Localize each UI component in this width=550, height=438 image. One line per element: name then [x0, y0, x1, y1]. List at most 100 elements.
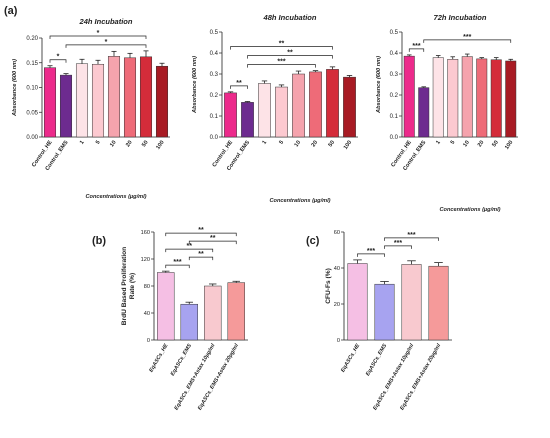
significance-label: ***: [412, 43, 420, 50]
bar: [447, 59, 459, 138]
y-tick-label: 20: [334, 302, 340, 308]
y-tick-label: 0.10: [26, 86, 38, 92]
y-tick-label: 60: [334, 230, 340, 236]
y-axis-label: Absorbance (600 nm): [376, 56, 382, 114]
x-tick-label: 5: [278, 140, 285, 146]
chart-title: 72h Incubation: [434, 13, 487, 22]
x-tick-label: 5: [95, 140, 102, 146]
x-tick-label: EqASCs_EMS: [170, 343, 193, 377]
bar: [401, 264, 422, 341]
bar: [505, 60, 517, 138]
x-tick-label: EqASCs_HE: [340, 343, 361, 374]
bar: [476, 58, 488, 138]
significance-bracket: [384, 237, 439, 241]
y-tick-label: 0.1: [390, 114, 399, 120]
significance-bracket: [408, 48, 425, 52]
significance-bracket: [230, 85, 248, 89]
bar: [43, 67, 57, 138]
significance-label: **: [287, 50, 293, 57]
y-axis-label: CFU-Fs (%): [325, 268, 332, 304]
y-tick-label: 0.5: [210, 30, 219, 36]
y-tick-label: 0.3: [210, 72, 219, 78]
y-tick-label: 0.0: [210, 135, 219, 141]
chart-4: 0 40 80 120 160 BrdU Based ProliferationRate …: [121, 227, 248, 411]
y-tick-label: 0.1: [210, 114, 219, 120]
y-tick-label: 0.05: [26, 110, 38, 116]
bar: [224, 92, 237, 138]
x-tick-label: 20: [477, 140, 485, 149]
bar: [374, 283, 395, 341]
y-tick-label: 0.00: [26, 135, 38, 141]
x-tick-label: EqASCs_HE: [148, 343, 169, 374]
significance-label: ***: [463, 34, 471, 41]
significance-label: **: [210, 235, 216, 242]
y-tick-label: 0: [337, 338, 340, 344]
bar: [180, 303, 198, 341]
significance-bracket: [384, 245, 412, 249]
significance-bracket: [188, 256, 214, 261]
significance-label: *: [57, 54, 60, 61]
y-tick-label: 0.2: [390, 93, 399, 99]
significance-bracket: [188, 240, 237, 245]
y-tick-label: 80: [144, 284, 150, 290]
bar: [292, 73, 305, 138]
significance-bracket: [165, 232, 237, 237]
y-axis-label: BrdU Based ProliferationRate (%): [121, 247, 136, 325]
chart-3: 72h Incubation 0.0 0.1 0.2 0.3 0.4 0.5 Absorban…: [376, 13, 518, 213]
y-tick-label: 40: [334, 266, 340, 272]
x-tick-label: 50: [491, 140, 499, 149]
significance-bracket: [247, 55, 333, 59]
x-tick-label: 10: [109, 140, 117, 149]
significance-bracket: [65, 44, 147, 48]
bar: [490, 59, 502, 138]
x-tick-label: 100: [343, 140, 353, 151]
y-tick-label: 0: [147, 338, 150, 344]
y-tick-label: 0.15: [26, 61, 38, 67]
chart-title: 24h Incubation: [79, 17, 133, 26]
bar: [258, 83, 271, 138]
bar: [204, 285, 222, 341]
charts-group: 24h Incubation0.000.050.100.150.20Absorb…: [12, 13, 518, 411]
x-axis-label: Concentrations (µg/ml): [439, 207, 500, 213]
x-tick-label: 50: [141, 140, 149, 149]
x-tick-label: 20: [125, 140, 133, 149]
bar: [343, 76, 356, 138]
bar: [155, 65, 169, 138]
x-axis-label: Concentrations (µg/ml): [269, 198, 330, 204]
significance-label: *: [105, 39, 108, 46]
y-tick-label: 0.0: [390, 135, 399, 141]
significance-label: **: [279, 41, 285, 48]
bar: [461, 56, 473, 138]
significance-label: **: [198, 251, 204, 258]
x-tick-label: 10: [294, 140, 302, 149]
bar: [75, 63, 89, 138]
x-tick-label: 1: [261, 140, 268, 146]
bar: [91, 63, 105, 138]
bar: [59, 74, 73, 138]
bar: [309, 71, 322, 138]
x-tick-label: 1: [435, 140, 442, 146]
y-tick-label: 40: [144, 311, 150, 317]
chart-title: 48h Incubation: [263, 13, 317, 22]
bar: [123, 57, 137, 138]
significance-bracket: [423, 39, 512, 43]
significance-bracket: [230, 46, 333, 50]
bar: [347, 263, 368, 341]
x-tick-label: 20: [311, 140, 319, 149]
y-axis-label: Absorbance (600 nm): [192, 56, 198, 114]
y-tick-label: 160: [141, 230, 150, 236]
significance-bracket: [165, 248, 214, 253]
significance-bracket: [49, 59, 67, 63]
x-tick-label: 5: [450, 140, 457, 146]
bar: [275, 86, 288, 138]
significance-label: **: [198, 227, 204, 234]
significance-label: ***: [407, 232, 415, 239]
y-tick-label: 0.3: [390, 72, 399, 78]
x-tick-label: 1: [79, 140, 86, 146]
significance-label: ***: [367, 248, 375, 255]
significance-bracket: [165, 264, 190, 269]
x-tick-label: EqASCs_EMS+Astax 10µg/ml: [174, 343, 217, 412]
bar: [107, 56, 121, 138]
